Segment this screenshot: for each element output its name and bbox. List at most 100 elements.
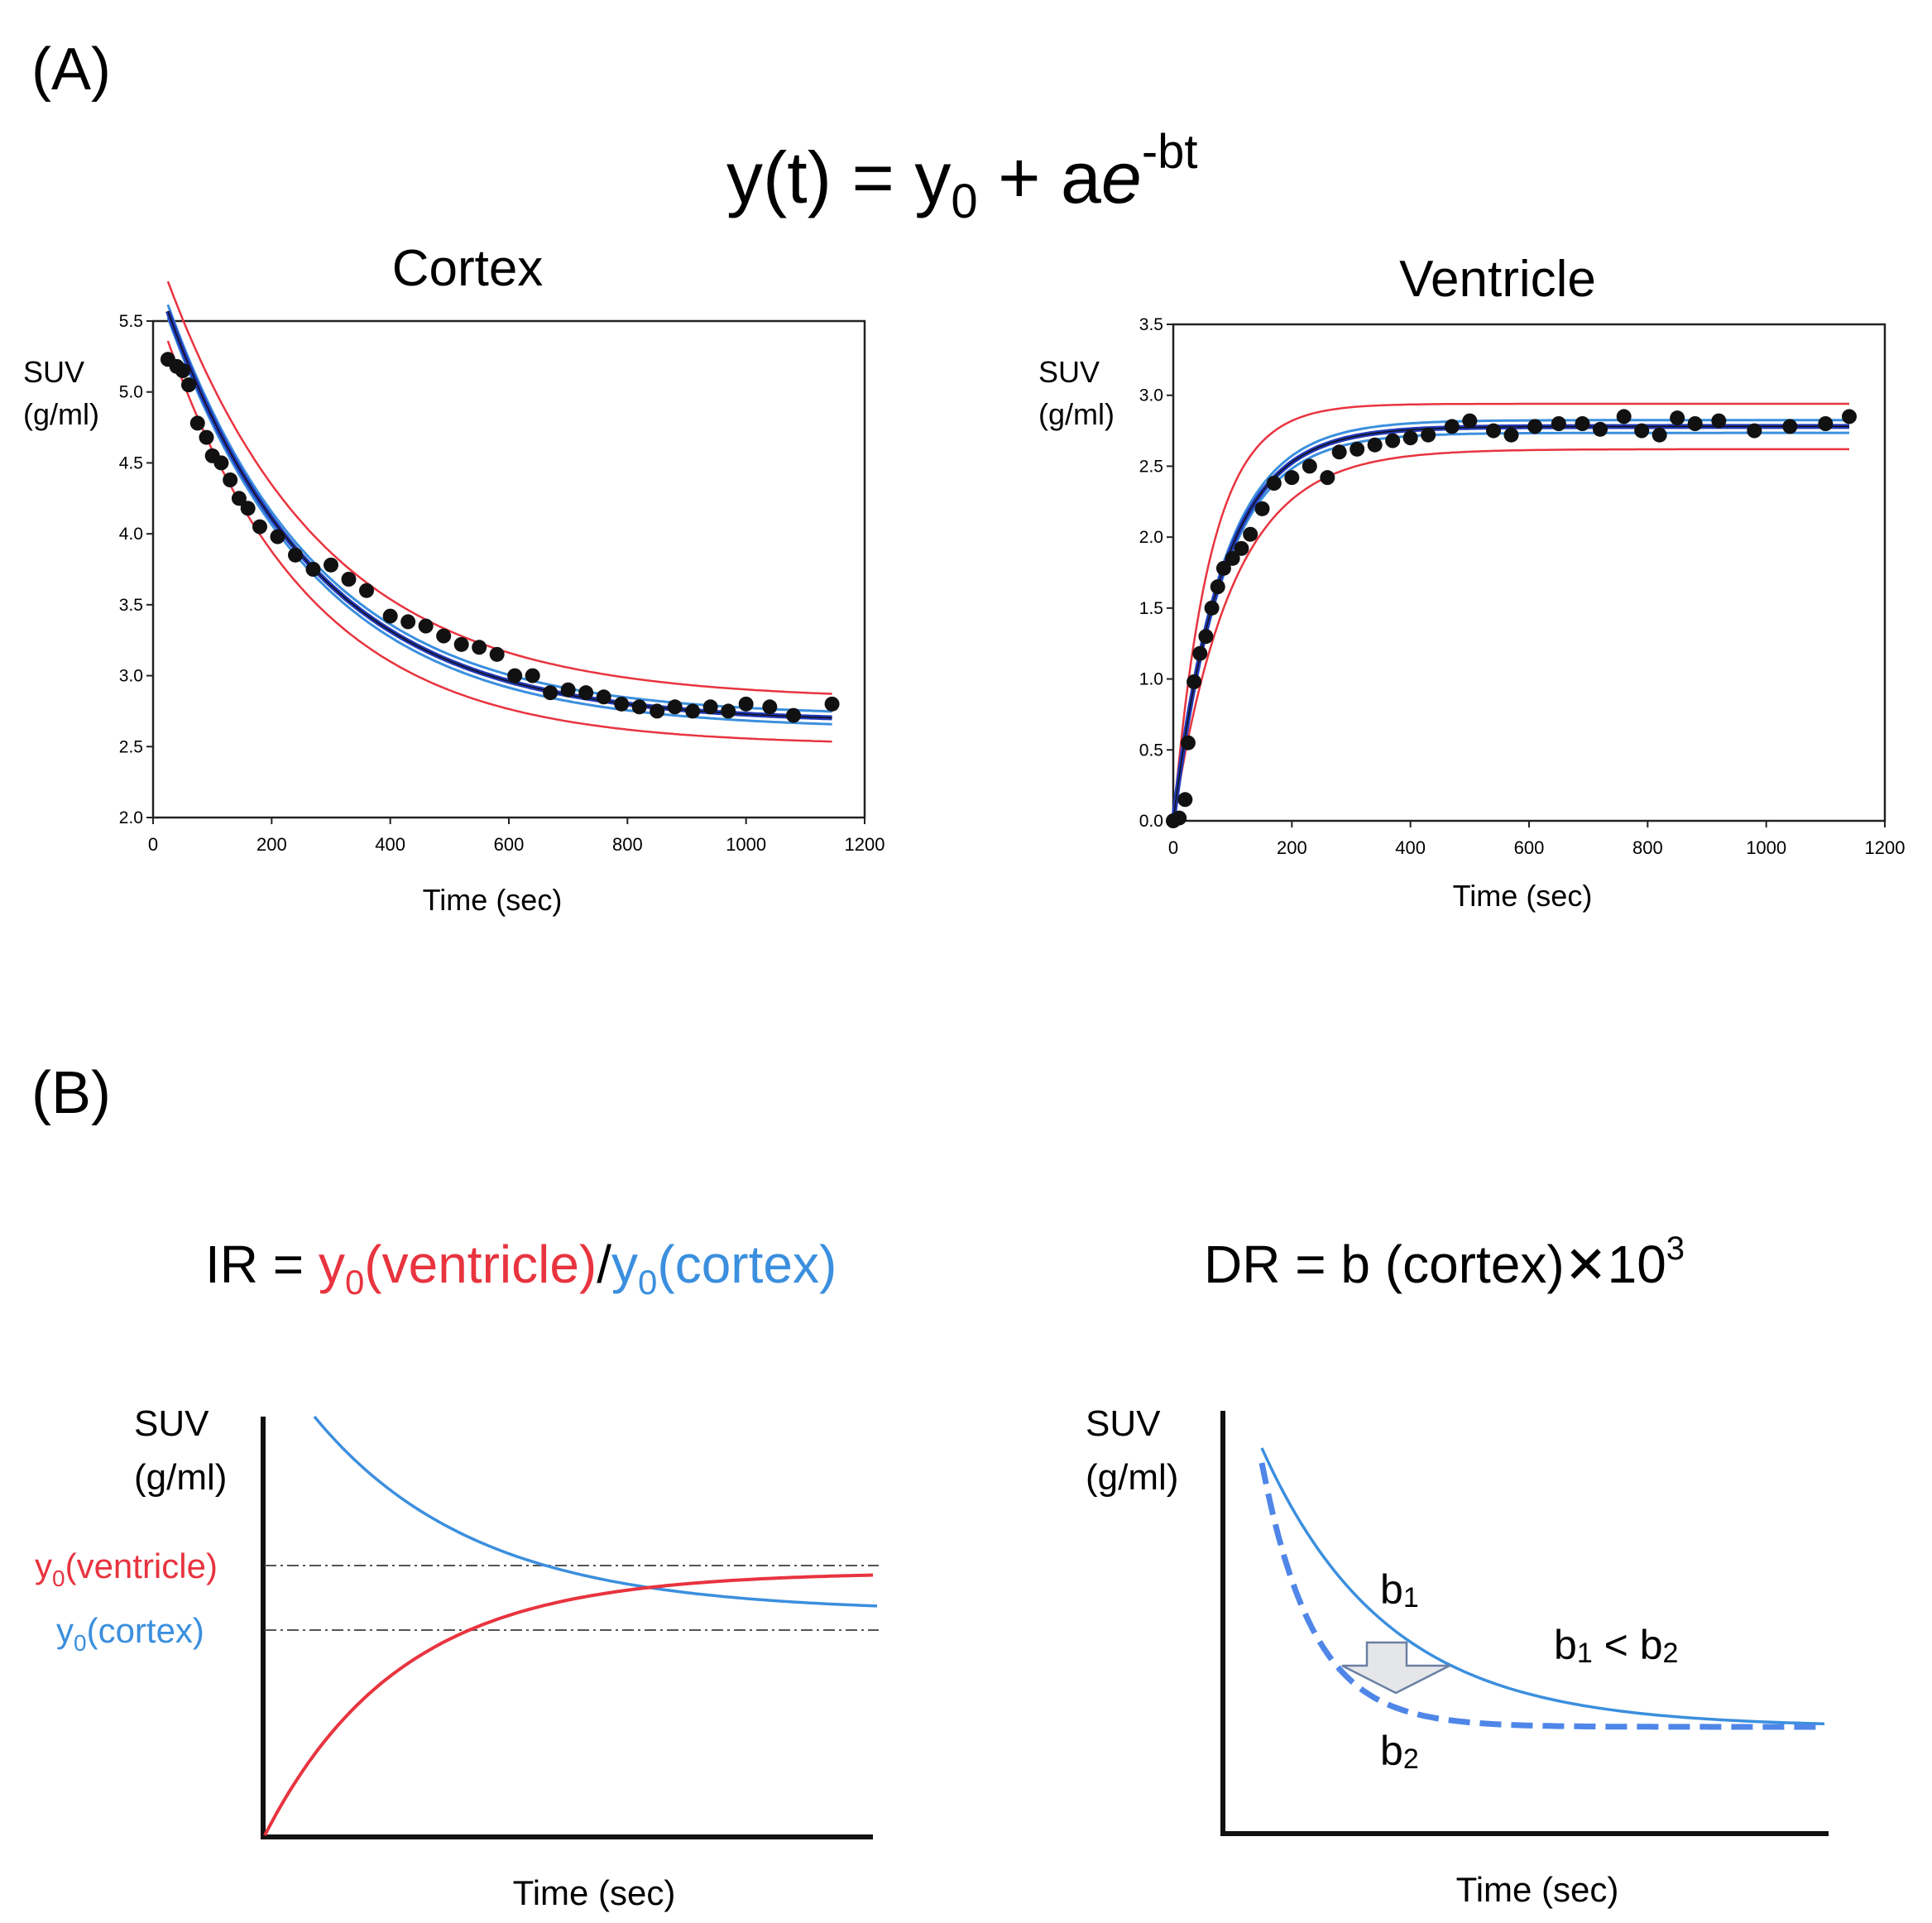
dr-ylabel-1: SUV — [1086, 1403, 1161, 1444]
cortex-data-point — [453, 636, 469, 652]
ir-schematic: SUV (g/ml) y0(ventricle) y0(cortex) Time… — [35, 1403, 879, 1912]
cortex-data-point — [288, 547, 303, 563]
ventricle-data-point — [1711, 413, 1727, 429]
ventricle-ylabel-2: (g/ml) — [1038, 397, 1115, 431]
ventricle-data-point — [1331, 444, 1347, 460]
cortex-data-point — [231, 491, 247, 506]
ventricle-data-point — [1593, 421, 1608, 437]
ventricle-prediction-band-upper — [1172, 402, 1849, 822]
cortex-data-point — [667, 699, 683, 715]
ventricle-data-point — [1350, 441, 1365, 457]
cortex-data-point — [223, 472, 238, 487]
cortex-data-point — [359, 583, 374, 598]
cortex-data-point — [213, 455, 229, 471]
ventricle-data-point — [1842, 409, 1857, 424]
cortex-data-point — [400, 614, 416, 630]
panel-b-label: (B) — [31, 1060, 111, 1126]
cortex-data-point — [631, 699, 647, 715]
dr-b1-curve — [1260, 1447, 1825, 1726]
ventricle-data-point — [1503, 427, 1519, 443]
cortex-data-point — [175, 363, 190, 378]
dr-b2-curve — [1258, 1462, 1824, 1730]
cortex-data-point — [199, 429, 214, 445]
ventricle-data-point — [1486, 423, 1501, 439]
ventricle-data-point — [1192, 645, 1208, 661]
dr-ylabel-2: (g/ml) — [1086, 1457, 1178, 1498]
ventricle-chart: Ventricle SUV (g/ml) Time (sec) 0 200 400 6… — [1038, 251, 1905, 913]
cortex-confidence-band-upper — [166, 304, 832, 713]
cortex-xtick-label: 1200 — [845, 834, 885, 855]
ir-ventricle-curve — [263, 1573, 874, 1836]
dr-xlabel: Time (sec) — [1456, 1870, 1619, 1909]
cortex-xtick-label: 1000 — [726, 834, 766, 855]
cortex-ytick-label: 4.0 — [119, 525, 143, 544]
dr-b1-label: b1 — [1380, 1566, 1419, 1614]
ventricle-data-point — [1234, 540, 1249, 556]
cortex-data-point — [525, 668, 540, 683]
ventricle-ytick-label: 3.5 — [1139, 315, 1163, 334]
ventricle-fit-curve-center — [1172, 425, 1849, 822]
ir-cortex-curve — [313, 1415, 878, 1608]
cortex-xtick-label: 600 — [494, 834, 525, 855]
ventricle-data-point — [1616, 409, 1632, 424]
cortex-data-point — [472, 640, 487, 655]
ventricle-data-point — [1527, 419, 1543, 434]
ventricle-ytick-label: 1.0 — [1139, 670, 1163, 689]
cortex-data-point — [436, 628, 452, 644]
cortex-confidence-band-lower — [166, 317, 832, 726]
dr-b2-label: b2 — [1380, 1728, 1419, 1775]
cortex-xlabel: Time (sec) — [423, 883, 563, 917]
ir-formula: IR = y0(ventricle)/y0(cortex) — [205, 1235, 837, 1302]
ventricle-xtick-label: 200 — [1277, 837, 1307, 858]
cortex-data-point — [614, 696, 630, 712]
cortex-data-point — [252, 519, 267, 535]
ventricle-data-point — [1284, 470, 1300, 486]
ventricle-data-point — [1818, 416, 1834, 431]
cortex-data-point — [786, 707, 801, 723]
ventricle-plot-frame — [1172, 323, 1886, 822]
ir-ventricle-label: y0(ventricle) — [35, 1547, 218, 1591]
cortex-data-point — [762, 699, 778, 715]
ventricle-xtick-label: 600 — [1514, 837, 1545, 858]
cortex-data-point — [382, 608, 398, 624]
cortex-ytick-label: 5.5 — [119, 312, 143, 331]
ventricle-data-point — [1187, 674, 1202, 689]
cortex-ylabel-1: SUV — [23, 355, 84, 389]
ventricle-prediction-band-lower — [1172, 448, 1849, 822]
ir-xlabel: Time (sec) — [513, 1873, 676, 1912]
ventricle-data-point — [1551, 416, 1566, 431]
ventricle-data-point — [1172, 810, 1187, 826]
ventricle-data-point — [1254, 501, 1270, 516]
ventricle-confidence-band-upper — [1172, 419, 1849, 815]
model-equation: y(t) = y0 + ae-bt — [726, 125, 1198, 228]
ventricle-data-point — [1462, 413, 1478, 429]
cortex-xtick-label: 800 — [612, 834, 643, 855]
cortex-data-point — [341, 572, 357, 587]
ventricle-data-point — [1177, 792, 1193, 808]
cortex-data-point — [270, 529, 285, 544]
cortex-data-point — [418, 618, 434, 634]
cortex-ytick-label: 3.0 — [119, 667, 143, 686]
cortex-data-point — [721, 703, 736, 719]
cortex-ytick-label: 2.0 — [119, 808, 143, 827]
ventricle-data-point — [1782, 419, 1798, 434]
ventricle-data-point — [1385, 433, 1401, 448]
cortex-ylabel-2: (g/ml) — [23, 397, 99, 431]
ventricle-data-point — [1652, 427, 1667, 443]
cortex-chart: Cortex SUV (g/ml) Time (sec) 0 200 400 600 8… — [23, 240, 885, 917]
cortex-data-point — [824, 696, 840, 712]
ventricle-data-point — [1243, 526, 1258, 542]
cortex-data-point — [181, 377, 196, 393]
ventricle-data-point — [1320, 470, 1335, 486]
ventricle-xlabel: Time (sec) — [1453, 879, 1593, 913]
ventricle-ytick-label: 0.5 — [1139, 741, 1163, 760]
ventricle-ytick-label: 3.0 — [1139, 386, 1163, 405]
ir-ylabel-1: SUV — [134, 1403, 209, 1444]
cortex-ytick-label: 2.5 — [119, 737, 143, 756]
ventricle-ytick-label: 2.0 — [1139, 528, 1163, 547]
cortex-xtick-label: 0 — [148, 834, 158, 855]
cortex-ytick-label: 4.5 — [119, 453, 143, 472]
ventricle-data-point — [1225, 550, 1240, 566]
ventricle-data-point — [1670, 410, 1685, 426]
